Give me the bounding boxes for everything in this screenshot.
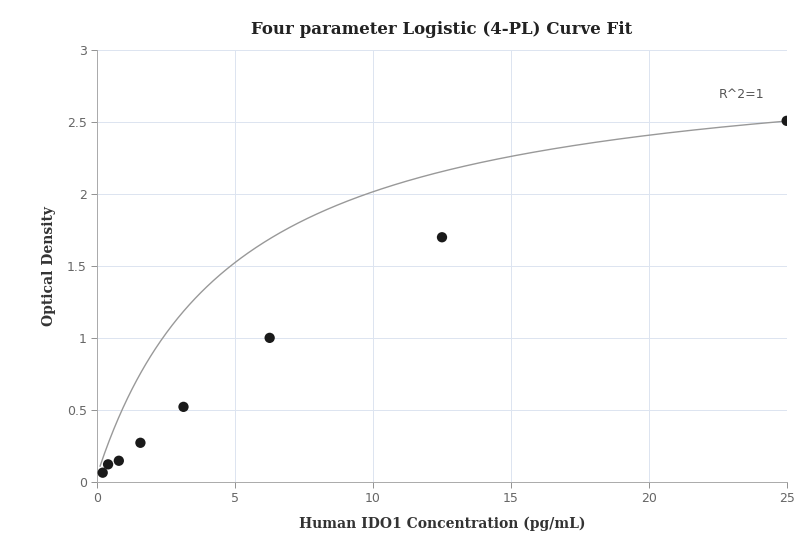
Title: Four parameter Logistic (4-PL) Curve Fit: Four parameter Logistic (4-PL) Curve Fit — [251, 21, 633, 38]
Text: R^2=1: R^2=1 — [719, 88, 765, 101]
Point — [263, 333, 276, 342]
Point — [436, 233, 448, 242]
Y-axis label: Optical Density: Optical Density — [42, 206, 56, 326]
Point — [134, 438, 147, 447]
Point — [113, 456, 126, 465]
Point — [97, 468, 109, 477]
X-axis label: Human IDO1 Concentration (pg/mL): Human IDO1 Concentration (pg/mL) — [298, 516, 586, 530]
Point — [101, 460, 114, 469]
Point — [177, 403, 190, 412]
Point — [780, 116, 793, 125]
